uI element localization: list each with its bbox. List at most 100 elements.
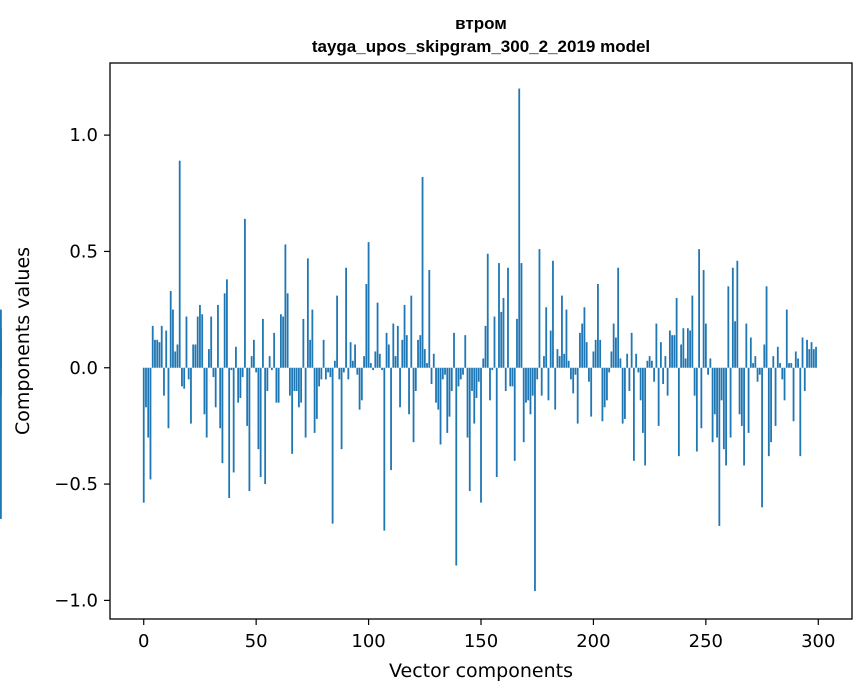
bar — [448, 367, 451, 417]
bar — [203, 367, 206, 415]
bar — [360, 367, 363, 401]
bar — [241, 367, 244, 378]
bar — [624, 367, 626, 419]
bar — [758, 367, 761, 375]
bar — [797, 358, 799, 368]
bar — [765, 286, 768, 368]
bar — [792, 367, 795, 422]
bar — [318, 367, 321, 387]
bar — [693, 367, 696, 396]
bar — [633, 367, 635, 461]
bar — [174, 351, 177, 368]
bar — [747, 367, 750, 433]
bar — [799, 367, 802, 457]
bar — [504, 367, 507, 392]
bar — [423, 349, 426, 368]
bar — [255, 367, 258, 373]
bar — [214, 367, 217, 408]
bar — [520, 263, 523, 368]
bar — [378, 353, 381, 368]
bar — [376, 302, 379, 368]
bar — [628, 367, 631, 392]
bar — [561, 295, 563, 368]
bar — [702, 270, 705, 368]
bar — [396, 325, 399, 368]
bar — [450, 367, 453, 392]
bar — [367, 242, 370, 368]
bar — [419, 335, 422, 368]
bar — [529, 367, 532, 415]
bar — [815, 346, 817, 368]
bar — [232, 367, 235, 473]
bar — [444, 367, 446, 375]
bar — [237, 367, 240, 403]
bar — [493, 316, 496, 368]
bar — [725, 367, 727, 466]
bar — [655, 323, 658, 368]
bar — [567, 360, 570, 368]
bar — [545, 307, 548, 368]
bar — [718, 367, 721, 526]
bar — [540, 367, 543, 396]
bar — [619, 358, 622, 368]
bar — [279, 314, 282, 368]
bar — [432, 353, 435, 368]
bar — [426, 363, 428, 368]
bar — [585, 342, 588, 368]
bar — [588, 367, 590, 382]
bar — [392, 323, 395, 368]
bar — [556, 349, 559, 368]
bar — [691, 295, 694, 368]
bar — [525, 367, 527, 403]
bar — [761, 367, 763, 508]
bar — [752, 363, 754, 368]
bar — [770, 367, 772, 443]
bar — [347, 367, 350, 380]
bar — [372, 367, 374, 371]
bar — [331, 367, 334, 524]
bar — [311, 309, 314, 368]
bar — [167, 367, 170, 429]
bar — [154, 339, 156, 368]
bar — [235, 346, 237, 368]
bar — [304, 367, 307, 438]
bar — [689, 330, 692, 368]
bar — [597, 284, 599, 368]
bar — [657, 367, 660, 426]
bar — [570, 367, 572, 380]
bar — [549, 330, 552, 368]
bar — [185, 316, 188, 368]
bar — [421, 176, 424, 368]
x-tick-label: 100 — [351, 631, 385, 652]
bar — [266, 367, 269, 392]
bar — [480, 367, 482, 503]
bar — [264, 367, 267, 485]
bar — [731, 267, 734, 368]
bar — [145, 367, 147, 408]
bar — [322, 339, 325, 368]
bar — [291, 367, 294, 454]
bar — [190, 367, 192, 424]
bar — [268, 356, 271, 368]
bar — [403, 304, 406, 368]
bar — [455, 367, 458, 566]
bar — [288, 367, 291, 396]
bar — [0, 339, 2, 368]
bar — [315, 367, 318, 419]
bar — [727, 286, 730, 368]
bar — [142, 367, 145, 503]
bar — [160, 325, 163, 368]
bar — [572, 367, 575, 394]
bar — [356, 367, 359, 375]
bar — [253, 339, 255, 368]
bar — [592, 351, 595, 368]
bar — [437, 367, 440, 410]
y-axis-label: Components values — [12, 247, 34, 435]
bar — [300, 367, 303, 403]
bar — [327, 367, 329, 373]
bar — [776, 346, 779, 368]
bar — [414, 367, 417, 392]
bar — [538, 249, 541, 368]
y-tick-label: 1.0 — [69, 125, 98, 146]
